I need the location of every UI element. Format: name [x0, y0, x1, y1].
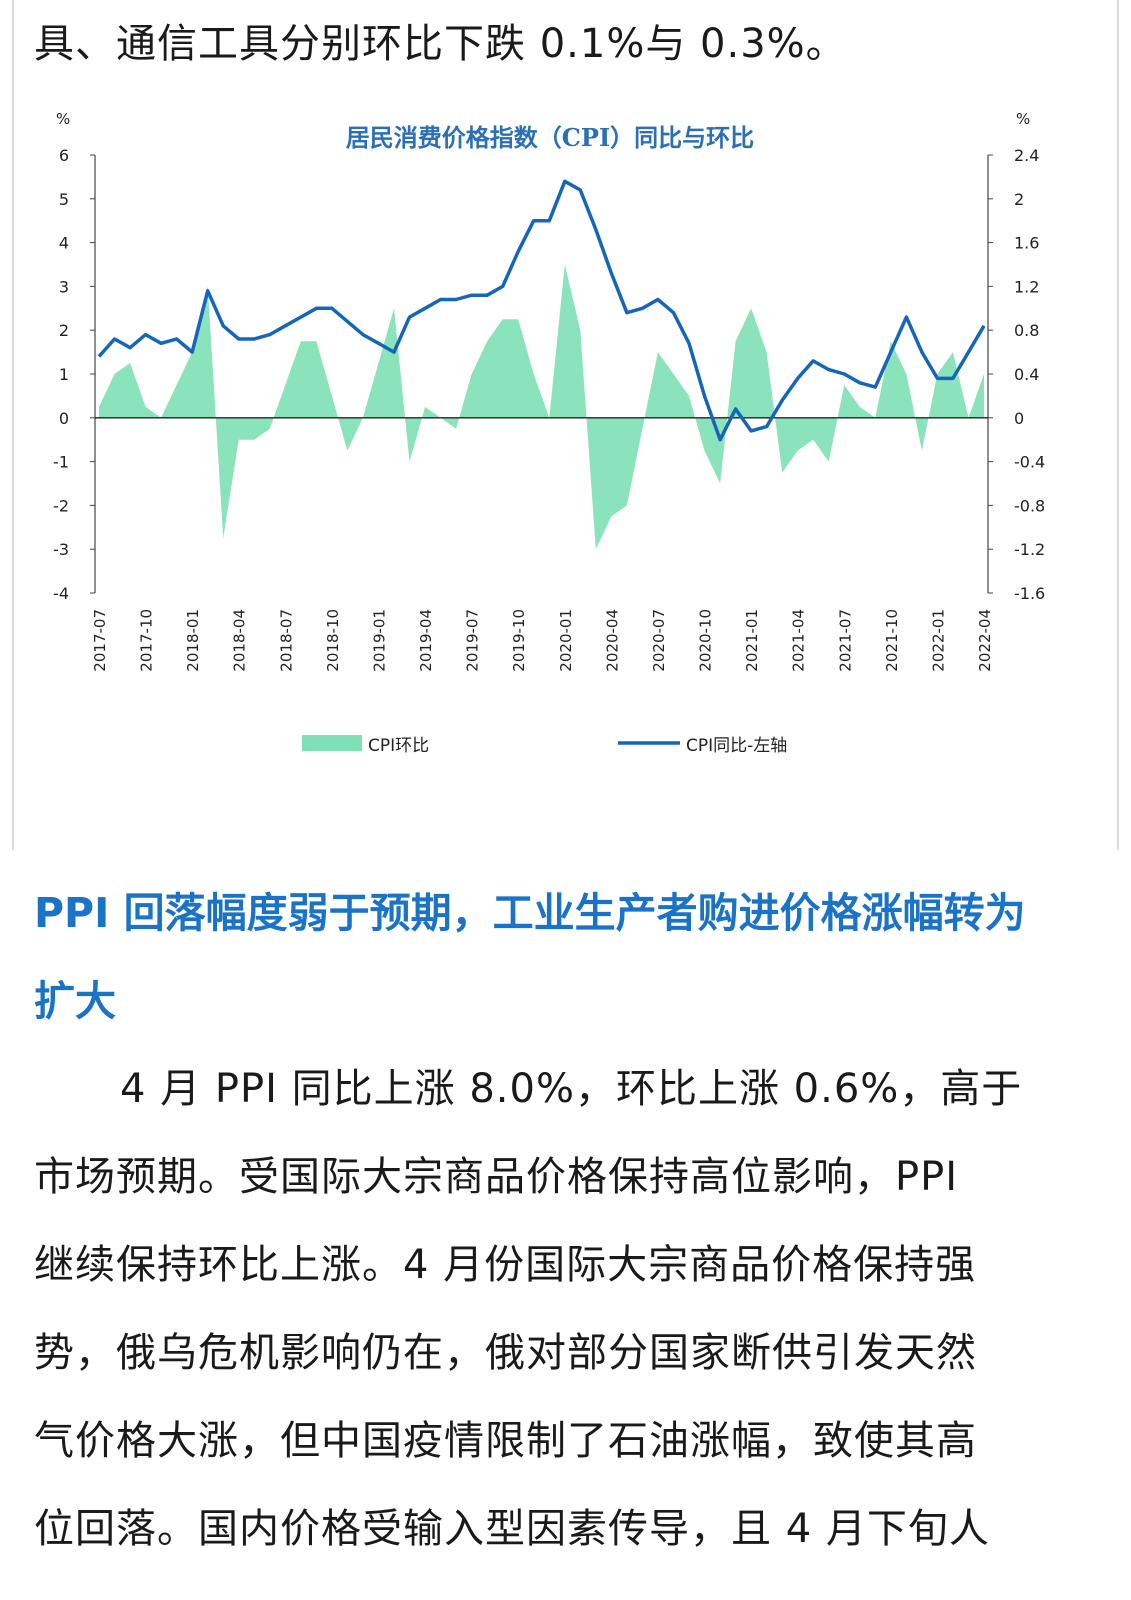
x-tick-label: 2019-04: [417, 609, 435, 672]
paragraph-line-5: 气价格大涨，但中国疫情限制了石油涨幅，致使其高: [34, 1418, 977, 1464]
left-tick-label: 0: [59, 409, 69, 428]
right-tick-label: -1.2: [1014, 540, 1045, 559]
x-tick-label: 2020-01: [557, 609, 575, 672]
paragraph-line-6: 位回落。国内价格受输入型因素传导，且 4 月下旬人: [34, 1506, 990, 1552]
x-tick-label: 2021-07: [836, 609, 854, 672]
section-heading-line-2: 扩大: [34, 977, 116, 1025]
x-tick-label: 2017-10: [138, 609, 156, 672]
left-tick-label: -2: [53, 496, 69, 515]
right-tick-label: -1.6: [1014, 584, 1045, 603]
x-tick-label: 2019-10: [510, 609, 528, 672]
x-tick-label: 2021-10: [883, 609, 901, 672]
paragraph-line-4: 势，俄乌危机影响仍在，俄对部分国家断供引发天然: [34, 1330, 977, 1376]
paragraph-line-2: 市场预期。受国际大宗商品价格保持高位影响，PPI: [34, 1154, 959, 1200]
left-tick-label: -1: [53, 453, 69, 472]
right-border: [1117, 0, 1119, 850]
right-tick-label: 1.2: [1014, 277, 1039, 296]
section-heading-line-1: PPI 回落幅度弱于预期，工业生产者购进价格涨幅转为: [34, 889, 1026, 937]
paragraph-line-1: 4 月 PPI 同比上涨 8.0%，环比上涨 0.6%，高于: [120, 1066, 1023, 1112]
right-tick-label: -0.4: [1014, 453, 1045, 472]
right-tick-label: 0.4: [1014, 365, 1039, 384]
legend-swatch-mom: [302, 735, 362, 751]
left-tick-label: 2: [59, 321, 69, 340]
left-tick-label: 5: [59, 190, 69, 209]
x-tick-label: 2019-01: [370, 609, 388, 672]
legend-label-yoy: CPI同比-左轴: [686, 736, 787, 756]
left-tick-label: 1: [59, 365, 69, 384]
right-axis-unit: %: [1016, 110, 1030, 128]
left-border: [12, 0, 14, 850]
left-tick-label: 4: [59, 234, 69, 253]
left-axis-unit: %: [56, 110, 70, 128]
left-tick-label: -3: [53, 540, 69, 559]
chart-title: 居民消费价格指数（CPI）同比与环比: [346, 123, 754, 152]
right-tick-label: 0: [1014, 409, 1024, 428]
right-tick-label: 0.8: [1014, 321, 1039, 340]
x-tick-label: 2021-04: [790, 609, 808, 672]
x-tick-label: 2021-01: [743, 609, 761, 672]
left-tick-label: -4: [53, 584, 69, 603]
x-tick-label: 2018-10: [324, 609, 342, 672]
x-tick-label: 2018-01: [184, 609, 202, 672]
right-tick-label: -0.8: [1014, 496, 1045, 515]
x-tick-label: 2020-07: [650, 609, 668, 672]
right-tick-label: 1.6: [1014, 234, 1039, 253]
legend-label-mom: CPI环比: [368, 736, 429, 756]
x-tick-label: 2022-04: [976, 609, 994, 672]
right-tick-label: 2: [1014, 190, 1024, 209]
right-tick-label: 2.4: [1014, 146, 1039, 165]
cpi-chart: 6 5 4 3 2 1 0 -1 -2 -3 -4% 2.4 2 1.6 1.2 0.8 0.4 0 -0.4 -0.…: [53, 110, 1045, 756]
left-tick-label: 6: [59, 146, 69, 165]
cpi-yoy-line: [97, 179, 986, 442]
x-tick-label: 2018-07: [277, 609, 295, 672]
intro-text-line: 具、通信工具分别环比下跌 0.1%与 0.3%。: [34, 21, 847, 67]
cpi-mom-area: [99, 264, 984, 550]
x-tick-label: 2022-01: [929, 609, 947, 672]
x-tick-label: 2020-04: [603, 609, 621, 672]
x-tick-label: 2017-07: [91, 609, 109, 672]
left-tick-label: 3: [59, 277, 69, 296]
x-tick-label: 2019-07: [464, 609, 482, 672]
x-tick-label: 2018-04: [231, 609, 249, 672]
x-tick-label: 2020-10: [697, 609, 715, 672]
paragraph-line-3: 继续保持环比上涨。4 月份国际大宗商品价格保持强: [34, 1242, 977, 1288]
